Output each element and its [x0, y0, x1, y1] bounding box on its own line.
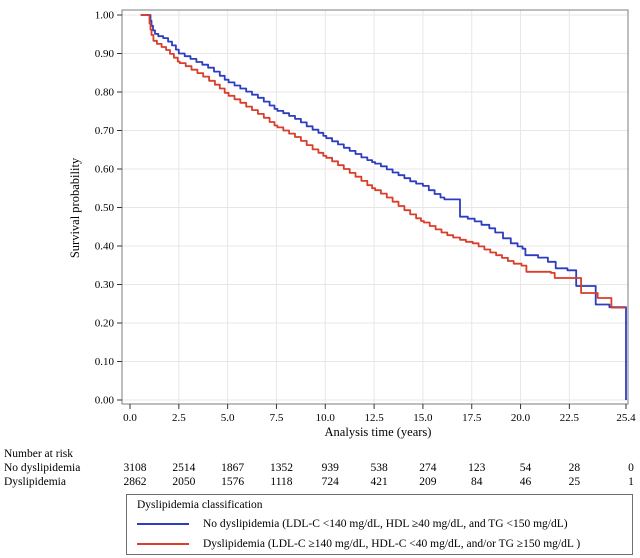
x-axis-label: Analysis time (years)	[325, 425, 432, 439]
risk-table-title: Number at risk	[4, 448, 73, 460]
y-tick-label: 0.70	[95, 125, 115, 137]
y-tick-label: 0.30	[95, 279, 115, 291]
risk-count: 939	[321, 462, 339, 474]
risk-count: 28	[568, 462, 581, 474]
y-tick-label: 0.50	[95, 202, 115, 214]
legend-title: Dyslipidemia classification	[137, 499, 263, 511]
risk-count: 1576	[221, 475, 245, 488]
risk-count: 2050	[172, 475, 196, 488]
legend-box: Dyslipidemia classification No dyslipide…	[126, 494, 633, 555]
x-tick-label: 17.5	[462, 412, 482, 424]
x-tick-label: 5.0	[221, 412, 235, 424]
risk-count: 25	[568, 475, 581, 488]
risk-count: 54	[519, 462, 532, 474]
legend-label-dyslipidemia: Dyslipidemia (LDL-C ≥140 mg/dL, HDL-C <4…	[203, 537, 581, 550]
risk-count: 274	[419, 462, 437, 474]
legend-label-no-dyslipidemia: No dyslipidemia (LDL-C <140 mg/dL, HDL ≥…	[203, 517, 568, 530]
y-tick-label: 0.40	[95, 241, 115, 253]
risk-count: 1118	[270, 475, 293, 488]
risk-count: 2862	[123, 475, 147, 488]
legend-entry-dyslipidemia: Dyslipidemia (LDL-C ≥140 mg/dL, HDL-C <4…	[127, 536, 632, 551]
y-tick-label: 0.80	[95, 87, 115, 99]
axis-ticks	[117, 14, 627, 409]
legend-entry-no-dyslipidemia: No dyslipidemia (LDL-C <140 mg/dL, HDL ≥…	[127, 516, 632, 531]
risk-count: 3108	[123, 462, 147, 474]
x-tick-label: 10.0	[316, 412, 336, 424]
x-tick-label: 12.5	[364, 412, 384, 424]
risk-count: 2514	[172, 462, 196, 474]
risk-count: 1	[628, 475, 634, 488]
risk-row-label: No dyslipidemia	[4, 462, 81, 474]
risk-count: 724	[321, 475, 339, 488]
y-tick-label: 1.00	[95, 10, 115, 22]
curve-no-dyslipidemia	[140, 14, 627, 400]
curve-dyslipidemia	[140, 14, 626, 309]
risk-count: 46	[519, 475, 532, 488]
y-tick-label: 0.90	[95, 48, 115, 60]
risk-count: 538	[370, 462, 388, 474]
x-tick-label: 25.4	[616, 412, 636, 424]
risk-count: 209	[419, 475, 437, 488]
survival-plot: 0.00 0.10 0.20 0.30 0.40 0.50 0.60 0.70 0.80 0.90…	[68, 9, 636, 439]
x-tick-label: 7.5	[270, 412, 284, 424]
x-tick-label: 0.0	[123, 412, 137, 424]
risk-count: 1867	[221, 462, 245, 474]
risk-count: 123	[468, 462, 486, 474]
risk-count: 1352	[269, 462, 293, 474]
legend-line-no-dyslipidemia-icon	[137, 522, 189, 525]
x-tick-label: 15.0	[413, 412, 433, 424]
risk-row-label: Dyslipidemia	[4, 475, 66, 488]
gridlines	[122, 10, 628, 404]
x-tick-label: 2.5	[172, 412, 186, 424]
x-tick-label: 20.0	[511, 412, 531, 424]
y-axis-label: Survival probability	[68, 157, 82, 258]
y-tick-label: 0.20	[95, 318, 115, 330]
y-tick-label: 0.10	[95, 356, 115, 368]
risk-count: 84	[470, 475, 483, 488]
x-tick-label: 22.5	[560, 412, 580, 424]
y-tick-label: 0.60	[95, 164, 115, 176]
risk-count: 0	[628, 462, 634, 474]
risk-count: 421	[370, 475, 388, 488]
y-tick-label: 0.00	[95, 395, 115, 407]
legend-line-dyslipidemia-icon	[137, 542, 189, 545]
